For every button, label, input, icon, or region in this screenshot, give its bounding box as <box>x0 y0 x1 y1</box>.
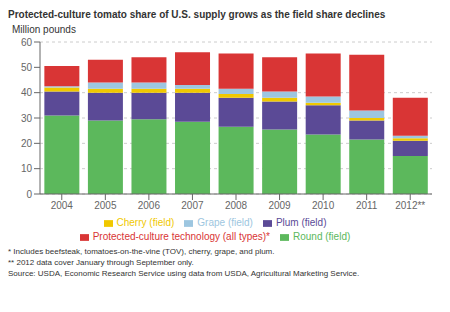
html-text:* Includes beefsteak, tomatoes: * Includes beefsteak, tomatoes-on-the-vi… <box>8 247 275 256</box>
svg-text:2012**: 2012** <box>395 200 425 211</box>
html-text:Source: USDA, Economic Researc: Source: USDA, Economic Research Service … <box>8 269 360 278</box>
svg-text:2005: 2005 <box>94 200 117 211</box>
svg-text:60: 60 <box>21 37 33 48</box>
svg-text:2007: 2007 <box>181 200 204 211</box>
html-text:Grape (field): Grape (field) <box>197 217 253 228</box>
svg-text:2006: 2006 <box>138 200 161 211</box>
html-text:Cherry (field): Cherry (field) <box>116 217 175 228</box>
html-text:Million pounds: Million pounds <box>12 24 76 35</box>
html-text:Round (field): Round (field) <box>293 231 351 242</box>
svg-text:2004: 2004 <box>51 200 74 211</box>
svg-text:2010: 2010 <box>312 200 335 211</box>
svg-text:2008: 2008 <box>225 200 248 211</box>
svg-text:50: 50 <box>21 62 33 73</box>
svg-text:20: 20 <box>21 138 33 149</box>
html-text:** 2012 data cover January thr: ** 2012 data cover January through Septe… <box>8 258 194 267</box>
svg-text:30: 30 <box>21 113 33 124</box>
svg-text:10: 10 <box>21 163 33 174</box>
html-text:Protected-culture tomato share: Protected-culture tomato share of U.S. s… <box>8 9 386 20</box>
svg-text:2011: 2011 <box>356 200 378 211</box>
svg-text:40: 40 <box>21 87 33 98</box>
svg-text:0: 0 <box>26 189 32 200</box>
html-text:Protected-culture technology (: Protected-culture technology (all types)… <box>92 231 270 242</box>
html-text:Plum (field): Plum (field) <box>275 217 327 228</box>
svg-text:2009: 2009 <box>268 200 291 211</box>
